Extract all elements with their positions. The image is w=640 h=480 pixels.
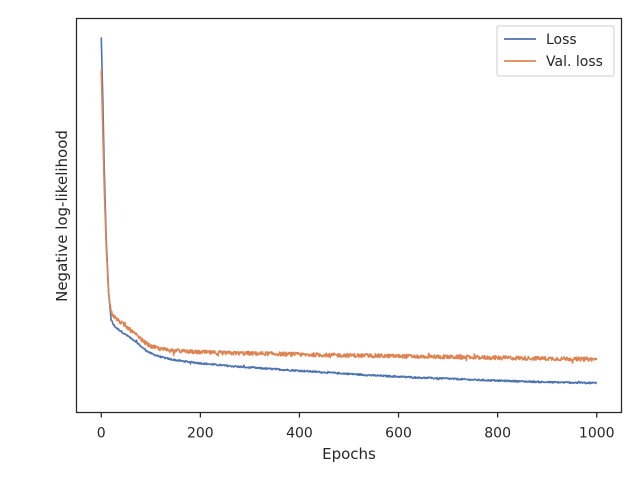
x-tick-label: 400 xyxy=(286,426,313,442)
x-axis-ticks: 0 200 400 600 800 1000 xyxy=(97,412,615,442)
legend: Loss Val. loss xyxy=(496,25,615,77)
axes-frame xyxy=(75,17,623,414)
plot-area xyxy=(75,17,623,414)
x-tick-label: 200 xyxy=(187,426,214,442)
legend-label-val-loss: Val. loss xyxy=(546,54,603,70)
x-tick-label: 1000 xyxy=(579,426,615,442)
x-tick-label: 800 xyxy=(484,426,511,442)
y-axis-label: Negative log-likelihood xyxy=(53,130,71,302)
x-tick-label: 600 xyxy=(385,426,412,442)
x-tick-label: 0 xyxy=(97,426,106,442)
series-layer xyxy=(100,37,598,385)
legend-label-loss: Loss xyxy=(546,32,577,48)
series-line-loss xyxy=(100,37,598,385)
x-axis-label: Epochs xyxy=(322,445,376,463)
series-line-val-loss xyxy=(100,69,598,364)
